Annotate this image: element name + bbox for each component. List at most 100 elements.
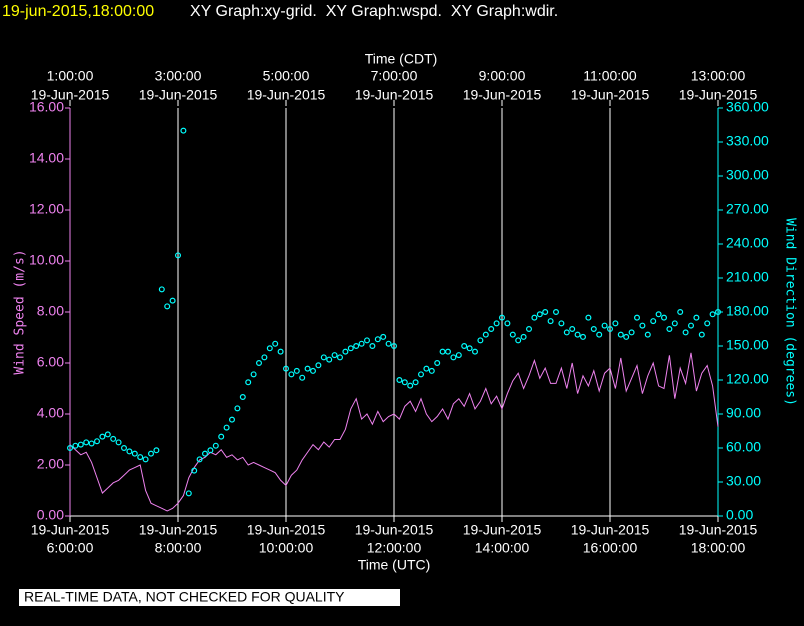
data-point [509, 331, 516, 338]
data-point [450, 354, 457, 361]
data-point [66, 445, 73, 452]
x2-tick-label: 1:00:00 [47, 68, 94, 84]
x-tick-date: 19-Jun-2015 [463, 522, 542, 538]
y2-tick-label: 120.00 [726, 371, 769, 387]
data-point [499, 314, 506, 321]
data-point [655, 311, 662, 318]
data-point [256, 360, 263, 367]
y2-tick-label: 270.00 [726, 201, 769, 217]
data-point [671, 320, 678, 327]
data-point [304, 365, 311, 372]
data-point [148, 450, 155, 457]
data-point [191, 467, 198, 474]
data-point [434, 360, 441, 367]
data-point [418, 371, 425, 378]
data-point [677, 309, 684, 316]
x-tick-label: 12:00:00 [367, 540, 422, 556]
y2-tick-label: 300.00 [726, 167, 769, 183]
y2-tick-label: 360.00 [726, 99, 769, 115]
data-point [358, 340, 365, 347]
y-tick-label: 0.00 [37, 507, 64, 523]
data-point [687, 322, 694, 329]
data-point [396, 377, 403, 384]
x2-axis-title: Time (CDT) [365, 51, 438, 67]
y2-tick-label: 240.00 [726, 235, 769, 251]
y-tick-label: 2.00 [37, 456, 64, 472]
x-tick-label: 16:00:00 [583, 540, 638, 556]
data-point [250, 371, 257, 378]
data-point [552, 309, 559, 316]
y-tick-label: 8.00 [37, 303, 64, 319]
data-point [77, 441, 84, 448]
data-point [169, 297, 176, 304]
data-point [207, 447, 214, 454]
x2-tick-label: 11:00:00 [583, 68, 637, 84]
data-point [428, 367, 435, 374]
y-tick-label: 10.00 [29, 252, 64, 268]
data-point [229, 416, 236, 423]
x-tick-label: 6:00:00 [47, 540, 94, 556]
data-point [660, 314, 667, 321]
data-point [633, 314, 640, 321]
x-tick-label: 18:00:00 [691, 540, 746, 556]
data-point [472, 348, 479, 355]
data-point [110, 435, 117, 442]
data-point [293, 367, 300, 374]
data-point [369, 343, 376, 350]
data-point [391, 343, 398, 350]
data-point [606, 326, 613, 333]
x-tick-date: 19-Jun-2015 [139, 522, 218, 538]
x-tick-label: 10:00:00 [259, 540, 314, 556]
chart-subtitle: XY Graph:xy-grid. XY Graph:wspd. XY Grap… [190, 3, 558, 20]
data-point [666, 326, 673, 333]
data-point [272, 340, 279, 347]
x-tick-date: 19-Jun-2015 [355, 522, 434, 538]
data-point [115, 439, 122, 446]
data-point [542, 309, 549, 316]
data-point [83, 439, 90, 446]
data-point [88, 440, 95, 447]
data-point [326, 356, 333, 363]
data-point [563, 329, 570, 336]
data-point [364, 337, 371, 344]
data-point [698, 331, 705, 338]
x2-tick-label: 13:00:00 [691, 68, 746, 84]
data-point [628, 329, 635, 336]
data-point [245, 379, 252, 386]
data-point [288, 371, 295, 378]
data-point [682, 329, 689, 336]
data-point [223, 424, 230, 431]
x-tick-label: 14:00:00 [475, 540, 530, 556]
data-point [142, 456, 149, 463]
data-point [131, 450, 138, 457]
data-point [493, 320, 500, 327]
data-point [374, 336, 381, 343]
x2-tick-date: 19-Jun-2015 [679, 87, 758, 103]
data-point [180, 127, 187, 134]
data-point [714, 309, 721, 316]
data-point [99, 433, 106, 440]
data-point [310, 367, 317, 374]
data-point [158, 286, 165, 293]
x2-tick-label: 7:00:00 [371, 68, 418, 84]
y-tick-label: 16.00 [29, 99, 64, 115]
data-point [644, 331, 651, 338]
data-point [639, 322, 646, 329]
data-point [380, 333, 387, 340]
x-tick-date: 19-Jun-2015 [247, 522, 326, 538]
data-point [353, 343, 360, 350]
data-point [650, 318, 657, 325]
y-tick-label: 4.00 [37, 405, 64, 421]
data-point [347, 345, 354, 352]
data-point [401, 379, 408, 386]
data-point [239, 394, 246, 401]
data-point [623, 333, 630, 340]
data-point [574, 331, 581, 338]
x-axis-title: Time (UTC) [358, 557, 431, 573]
data-point [590, 326, 597, 333]
data-point [488, 326, 495, 333]
data-point [337, 354, 344, 361]
x2-tick-date: 19-Jun-2015 [247, 87, 326, 103]
data-point [185, 490, 192, 497]
